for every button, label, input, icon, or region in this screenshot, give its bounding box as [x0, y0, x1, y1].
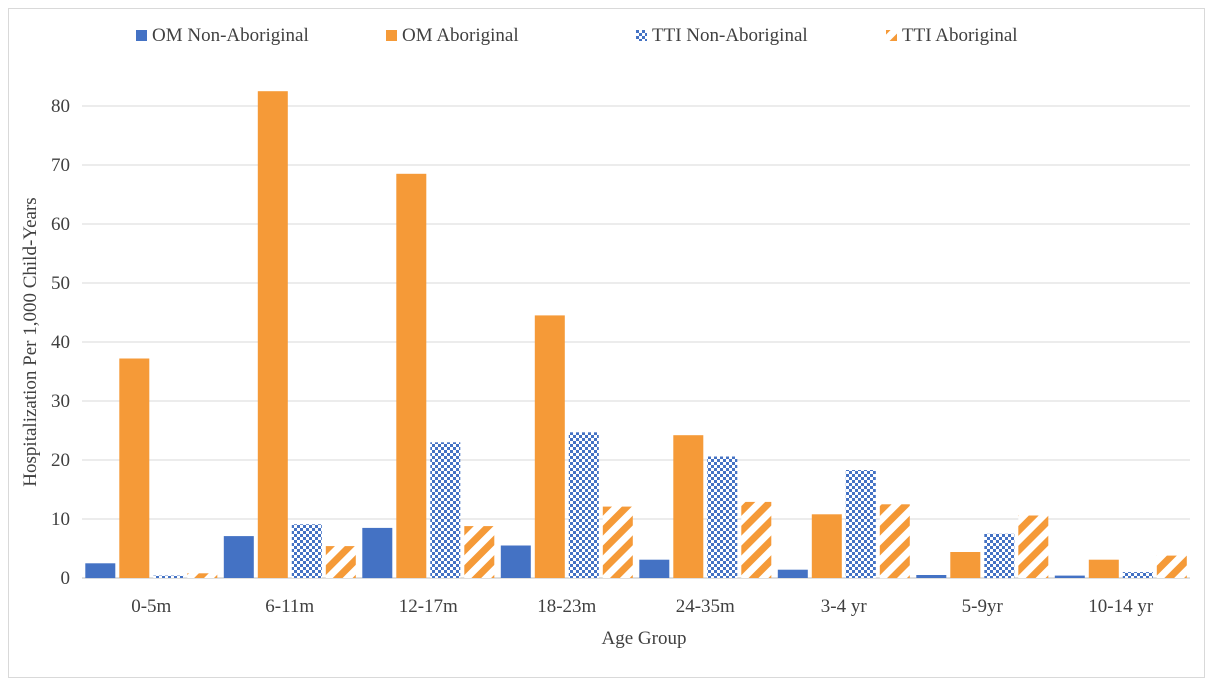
gridlines	[82, 105, 1190, 579]
bar-om-aboriginal	[811, 514, 842, 578]
bar-tti-non-aboriginal	[291, 524, 322, 578]
bar-om-non-aboriginal	[500, 545, 531, 578]
bar-tti-non-aboriginal	[707, 456, 738, 578]
y-tick-label: 80	[51, 96, 70, 117]
legend-swatch	[886, 30, 897, 41]
x-tick-label: 18-23m	[537, 596, 596, 617]
x-tick-label: 3-4 yr	[821, 596, 868, 617]
y-tick-label: 0	[61, 568, 71, 589]
legend-label: TTI Non-Aboriginal	[652, 25, 808, 46]
y-tick-label: 70	[51, 155, 70, 176]
y-tick-label: 50	[51, 273, 70, 294]
legend-swatch	[636, 30, 647, 41]
x-tick-label: 0-5m	[131, 596, 171, 617]
bar-om-aboriginal	[673, 435, 704, 578]
x-tick-label: 5-9yr	[962, 596, 1004, 617]
bar-om-non-aboriginal	[362, 527, 393, 579]
x-tick-label: 12-17m	[399, 596, 458, 617]
bar-tti-aboriginal	[602, 506, 633, 578]
bar-om-aboriginal	[950, 552, 981, 578]
bar-om-non-aboriginal	[916, 575, 947, 578]
bar-tti-non-aboriginal	[430, 442, 461, 578]
bar-tti-aboriginal	[1156, 555, 1187, 578]
bar-om-non-aboriginal	[1054, 575, 1085, 578]
legend-label: OM Non-Aboriginal	[152, 25, 309, 46]
bar-tti-non-aboriginal	[153, 575, 184, 578]
bar-tti-aboriginal	[741, 501, 772, 578]
bar-om-aboriginal	[396, 173, 427, 579]
bar-tti-non-aboriginal	[1122, 572, 1153, 578]
x-tick-label: 6-11m	[265, 596, 314, 617]
bar-om-non-aboriginal	[777, 569, 808, 578]
y-axis-ticks: 0 10 20 30 40 50 60 70 80	[51, 96, 70, 589]
x-axis-title: Age Group	[602, 628, 687, 649]
bar-tti-aboriginal	[464, 526, 495, 578]
bar-tti-aboriginal	[879, 504, 910, 579]
bar-om-aboriginal	[119, 358, 150, 578]
x-axis-ticks: 0-5m 6-11m 12-17m 18-23m 24-35m 3-4 yr 5-9yr 10…	[131, 596, 1154, 617]
y-tick-label: 20	[51, 450, 70, 471]
bar-om-aboriginal	[257, 91, 288, 578]
bar-tti-non-aboriginal	[568, 432, 599, 578]
bars	[85, 91, 1187, 579]
bar-om-aboriginal	[534, 315, 565, 578]
legend-swatch	[386, 30, 397, 41]
y-tick-label: 10	[51, 509, 70, 530]
bar-tti-aboriginal	[187, 573, 218, 578]
bar-tti-aboriginal	[1018, 515, 1049, 578]
legend-label: TTI Aboriginal	[902, 25, 1018, 46]
bar-om-aboriginal	[1088, 559, 1119, 578]
x-tick-label: 10-14 yr	[1088, 596, 1154, 617]
bar-om-non-aboriginal	[639, 559, 670, 578]
legend-label: OM Aboriginal	[402, 25, 519, 46]
y-tick-label: 60	[51, 214, 70, 235]
chart-legend: OM Non-Aboriginal OM Aboriginal TTI Non-Ab…	[136, 25, 1018, 46]
y-axis-title: Hospitalization Per 1,000 Child-Years	[20, 197, 41, 486]
bar-tti-aboriginal	[325, 546, 356, 578]
y-tick-label: 40	[51, 332, 70, 353]
bar-tti-non-aboriginal	[845, 470, 876, 578]
y-tick-label: 30	[51, 391, 70, 412]
bar-om-non-aboriginal	[85, 563, 116, 579]
bar-tti-non-aboriginal	[984, 533, 1015, 579]
x-tick-label: 24-35m	[676, 596, 735, 617]
bar-om-non-aboriginal	[223, 536, 254, 578]
legend-swatch	[136, 30, 147, 41]
